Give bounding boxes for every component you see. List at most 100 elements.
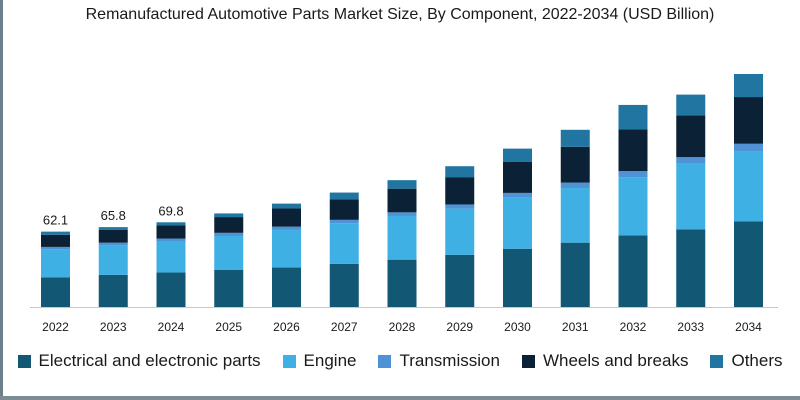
x-tick-label-2023: 2023 <box>100 320 127 334</box>
bar-segment-2022-others <box>41 231 70 235</box>
bar-segment-2024-others <box>156 222 186 226</box>
x-tick-label-2033: 2033 <box>677 320 704 334</box>
bar-segment-2025-others <box>214 213 244 218</box>
bar-segment-2027-electrical <box>329 263 359 307</box>
x-tick-label-2030: 2030 <box>504 320 531 334</box>
legend-label-transmission: Transmission <box>399 351 500 370</box>
bar-segment-2023-engine <box>98 245 128 275</box>
bar-segment-2031-wheels <box>560 146 590 183</box>
bar-segment-2033-wheels <box>676 115 706 158</box>
legend-item-electrical: Electrical and electronic parts <box>17 351 261 371</box>
data-labels: 62.1 65.8 69.8 <box>43 203 184 227</box>
bar-chart: 2022 2023 2024 2025 2026 2027 2028 2029 2030 2031… <box>30 73 778 334</box>
bar-segment-2029-engine <box>445 208 475 255</box>
bar-segment-2030-transmission <box>503 192 532 198</box>
bar-segment-2034-transmission <box>734 143 763 152</box>
bar-segment-2026-electrical <box>272 267 301 307</box>
bar-segment-2032-others <box>618 104 648 130</box>
x-tick-labels: 2022 2023 2024 2025 2026 2027 2028 2029 2030 2031… <box>42 320 762 334</box>
bar-segment-2026-wheels <box>272 208 301 227</box>
bar-segment-2022-transmission <box>41 246 70 250</box>
legend-item-wheels: Wheels and breaks <box>521 351 689 371</box>
bar-segment-2024-wheels <box>156 225 186 239</box>
bar-segment-2023-transmission <box>98 242 128 246</box>
legend-swatch-transmission <box>378 354 392 368</box>
x-tick-label-2032: 2032 <box>620 320 647 334</box>
legend-item-engine: Engine <box>282 351 357 371</box>
bar-segment-2025-transmission <box>214 232 244 237</box>
bar-segment-2033-others <box>676 94 706 116</box>
bar-segment-2028-engine <box>387 215 417 260</box>
bar-segment-2029-others <box>445 166 475 178</box>
bar-segment-2028-electrical <box>387 259 417 307</box>
bar-segment-2025-wheels <box>214 217 244 233</box>
bar-segment-2026-transmission <box>272 226 301 230</box>
x-tick-label-2026: 2026 <box>273 320 300 334</box>
legend-label-electrical: Electrical and electronic parts <box>38 351 261 370</box>
legend-label-engine: Engine <box>303 351 357 370</box>
bar-segment-2027-transmission <box>329 219 359 224</box>
x-tick-label-2031: 2031 <box>562 320 589 334</box>
bar-segment-2034-electrical <box>734 221 763 307</box>
chart-title: Remanufactured Automotive Parts Market S… <box>85 6 715 23</box>
bar-segment-2024-engine <box>156 241 186 273</box>
bar-segment-2022-wheels <box>41 234 70 247</box>
bar-segment-2030-electrical <box>503 248 532 307</box>
legend-label-wheels: Wheels and breaks <box>542 351 689 370</box>
bar-segment-2031-transmission <box>560 182 590 189</box>
bars-layer <box>41 73 763 307</box>
bar-segment-2023-others <box>98 227 128 230</box>
legend-swatch-electrical <box>17 354 31 368</box>
bar-segment-2032-wheels <box>618 129 648 172</box>
left-edge-stripe <box>0 0 3 400</box>
x-tick-label-2034: 2034 <box>735 320 762 334</box>
bar-segment-2024-transmission <box>156 238 186 242</box>
x-tick-label-2025: 2025 <box>215 320 242 334</box>
bar-segment-2033-transmission <box>676 157 706 164</box>
bar-segment-2023-wheels <box>98 229 128 243</box>
bar-segment-2028-others <box>387 180 417 189</box>
bar-segment-2030-wheels <box>503 161 532 193</box>
bar-segment-2033-engine <box>676 163 706 230</box>
x-tick-label-2029: 2029 <box>446 320 473 334</box>
bar-segment-2022-engine <box>41 249 70 278</box>
data-label-2023: 65.8 <box>101 208 126 223</box>
bar-segment-2029-electrical <box>445 254 475 307</box>
bar-segment-2030-others <box>503 148 532 162</box>
bar-segment-2032-transmission <box>618 171 648 178</box>
bar-segment-2033-electrical <box>676 229 706 307</box>
bar-segment-2028-transmission <box>387 212 417 216</box>
bar-segment-2034-others <box>734 73 763 98</box>
bar-segment-2029-wheels <box>445 177 475 205</box>
legend-item-transmission: Transmission <box>378 351 500 371</box>
bar-segment-2025-electrical <box>214 269 244 307</box>
bar-segment-2030-engine <box>503 197 532 249</box>
bar-segment-2031-engine <box>560 188 590 243</box>
legend-swatch-wheels <box>521 354 535 368</box>
bar-segment-2034-engine <box>734 151 763 222</box>
x-tick-label-2024: 2024 <box>158 320 185 334</box>
legend-swatch-engine <box>282 354 296 368</box>
bar-segment-2027-others <box>329 192 359 200</box>
legend-swatch-others <box>710 354 724 368</box>
bar-segment-2025-engine <box>214 236 244 270</box>
bar-segment-2026-engine <box>272 229 301 268</box>
bar-segment-2028-wheels <box>387 188 417 213</box>
bottom-edge-stripe <box>0 396 800 400</box>
bar-segment-2026-others <box>272 203 301 209</box>
bar-segment-2023-electrical <box>98 274 128 307</box>
bar-segment-2034-wheels <box>734 97 763 144</box>
bar-segment-2022-electrical <box>41 277 70 307</box>
data-label-2022: 62.1 <box>43 213 68 228</box>
bar-segment-2032-engine <box>618 177 648 236</box>
legend-label-others: Others <box>731 351 783 370</box>
bar-segment-2024-electrical <box>156 272 186 307</box>
bar-segment-2031-electrical <box>560 242 590 307</box>
x-tick-label-2027: 2027 <box>331 320 358 334</box>
x-tick-label-2028: 2028 <box>389 320 416 334</box>
bar-segment-2029-transmission <box>445 204 475 209</box>
bar-segment-2031-others <box>560 129 590 147</box>
bar-segment-2027-wheels <box>329 199 359 220</box>
legend-item-others: Others <box>710 351 783 371</box>
chart-legend: Electrical and electronic parts Engine Tra… <box>0 349 800 373</box>
